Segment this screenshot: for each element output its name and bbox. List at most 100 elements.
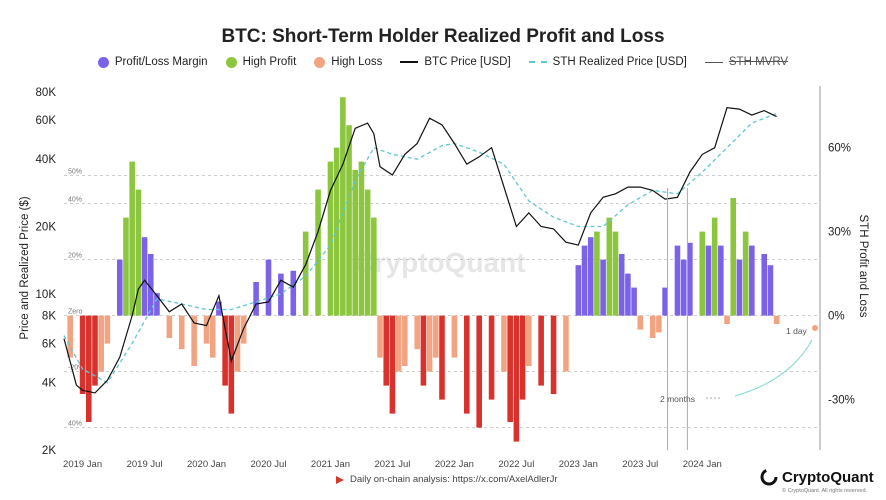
y-left-tick-label: 80K — [36, 87, 57, 99]
ref-line-label: 50% — [68, 169, 82, 176]
legend-swatch — [97, 56, 109, 68]
y-left-tick-label: 4K — [42, 378, 56, 390]
pnl-bar — [631, 287, 637, 316]
annotation-2-months: 2 months — [660, 394, 695, 404]
pnl-bar — [662, 287, 668, 316]
legend-label: STH Realized Price [USD] — [552, 56, 687, 68]
pnl-bar — [389, 315, 396, 414]
y-left-axis-title: Price and Realized Price ($) — [19, 196, 31, 339]
pnl-bar — [463, 315, 470, 414]
pnl-bar — [333, 147, 340, 316]
pnl-bar — [761, 254, 768, 316]
pnl-bar — [315, 189, 321, 316]
pnl-bar — [92, 315, 98, 386]
x-tick-label: 2024 Jan — [683, 459, 722, 470]
legend-item-high-profit[interactable]: High Profit — [225, 56, 297, 68]
y-left-tick-label: 10K — [36, 289, 57, 301]
pnl-bar — [395, 315, 402, 372]
pnl-bar — [414, 315, 421, 350]
pnl-bar — [606, 217, 613, 316]
pnl-bar — [718, 245, 724, 316]
legend-item-btc-price[interactable]: BTC Price [USD] — [400, 56, 511, 68]
legend-label: Profit/Loss Margin — [114, 56, 208, 68]
pnl-bar — [513, 315, 520, 442]
pnl-bar — [525, 315, 532, 366]
pnl-bar — [228, 315, 235, 414]
pnl-bar — [116, 259, 123, 316]
pnl-bar — [203, 315, 210, 344]
brand-logo: CryptoQuant — [760, 468, 874, 486]
legend-label: High Profit — [242, 56, 297, 68]
line-series — [63, 107, 777, 394]
pnl-bar — [420, 315, 427, 386]
legend-swatch — [314, 56, 326, 68]
footer-note[interactable]: Daily on-chain analysis: https://x.com/A… — [336, 474, 558, 485]
y-left-tick-label: 60K — [36, 115, 57, 127]
pnl-bar — [451, 315, 458, 358]
pnl-bar — [85, 315, 92, 422]
x-tick-label: 2022 Jul — [498, 459, 534, 470]
pnl-bar — [501, 315, 507, 372]
annotation-1-day: 1 day — [786, 326, 808, 336]
flag-icon — [336, 475, 344, 484]
pnl-bar — [327, 161, 334, 316]
legend-item-high-loss[interactable]: High Loss — [314, 56, 382, 68]
legend-item-margin[interactable]: Profit/Loss Margin — [97, 56, 208, 68]
axes: 80K 60K 40K 20K 10K 8K 6K 4K 2K 60% 30% 0% -30% 2019 … — [19, 87, 869, 470]
latest-point — [812, 325, 818, 331]
legend-item-sth-realized[interactable]: STH Realized Price [USD] — [528, 56, 687, 68]
legend-swatch — [528, 61, 547, 63]
pnl-bar — [656, 315, 662, 333]
pnl-bar — [687, 242, 693, 316]
pnl-bar — [736, 259, 743, 316]
pnl-bar — [575, 265, 582, 316]
footer-note-text: Daily on-chain analysis: https://x.com/A… — [350, 474, 558, 485]
pnl-bar — [98, 315, 104, 372]
legend-label: High Loss — [331, 56, 383, 68]
ref-line-label: 40% — [68, 421, 82, 428]
legend-label: STH MVRV — [728, 56, 789, 68]
pnl-bar — [290, 270, 297, 316]
pnl-bar — [433, 315, 439, 358]
pnl-bar — [346, 125, 352, 316]
legend[interactable]: Profit/Loss Margin High Profit High Loss… — [0, 56, 886, 68]
y-right-tick-label: -30% — [828, 395, 855, 407]
pnl-bar — [439, 315, 445, 400]
pnl-bar — [135, 189, 142, 316]
legend-item-sth-mvrv[interactable]: STH MVRV — [704, 56, 789, 68]
x-tick-label: 2022 Jan — [435, 459, 474, 470]
pnl-bar — [476, 315, 482, 428]
x-tick-label: 2020 Jan — [187, 459, 226, 470]
pnl-bar — [587, 237, 594, 316]
legend-label: BTC Price [USD] — [424, 56, 511, 68]
x-tick-label: 2023 Jan — [559, 459, 598, 470]
pnl-bar — [265, 259, 272, 316]
pnl-bar — [340, 97, 346, 316]
pnl-bar — [507, 315, 513, 422]
grid-lines: CryptoQuant 50% 40% 20% Zero -20% 40% — [64, 169, 820, 429]
pnl-bar — [364, 189, 371, 316]
pnl-bar — [191, 315, 197, 366]
pnl-bar — [278, 273, 284, 316]
pnl-bar — [711, 217, 718, 316]
annotations: 2 months 1 day — [660, 86, 821, 450]
pnl-bar — [371, 217, 377, 316]
cryptoquant-logo-icon — [760, 468, 778, 486]
legend-swatch — [400, 61, 419, 63]
pnl-bar — [618, 254, 625, 316]
bar-series — [67, 97, 780, 442]
pnl-bar — [773, 315, 780, 324]
pnl-bar — [742, 231, 749, 316]
x-tick-label: 2021 Jul — [374, 459, 410, 470]
watermark: CryptoQuant — [354, 247, 525, 278]
pnl-bar — [600, 259, 606, 316]
pnl-bar — [488, 315, 495, 400]
pnl-bar — [594, 231, 600, 316]
y-right-tick-label: 60% — [828, 143, 851, 155]
pnl-bar — [209, 315, 216, 358]
y-left-tick-label: 2K — [42, 445, 56, 457]
y-left-tick-label: 8K — [42, 310, 56, 322]
x-tick-label: 2021 Jan — [311, 459, 350, 470]
pnl-bar — [563, 315, 569, 372]
